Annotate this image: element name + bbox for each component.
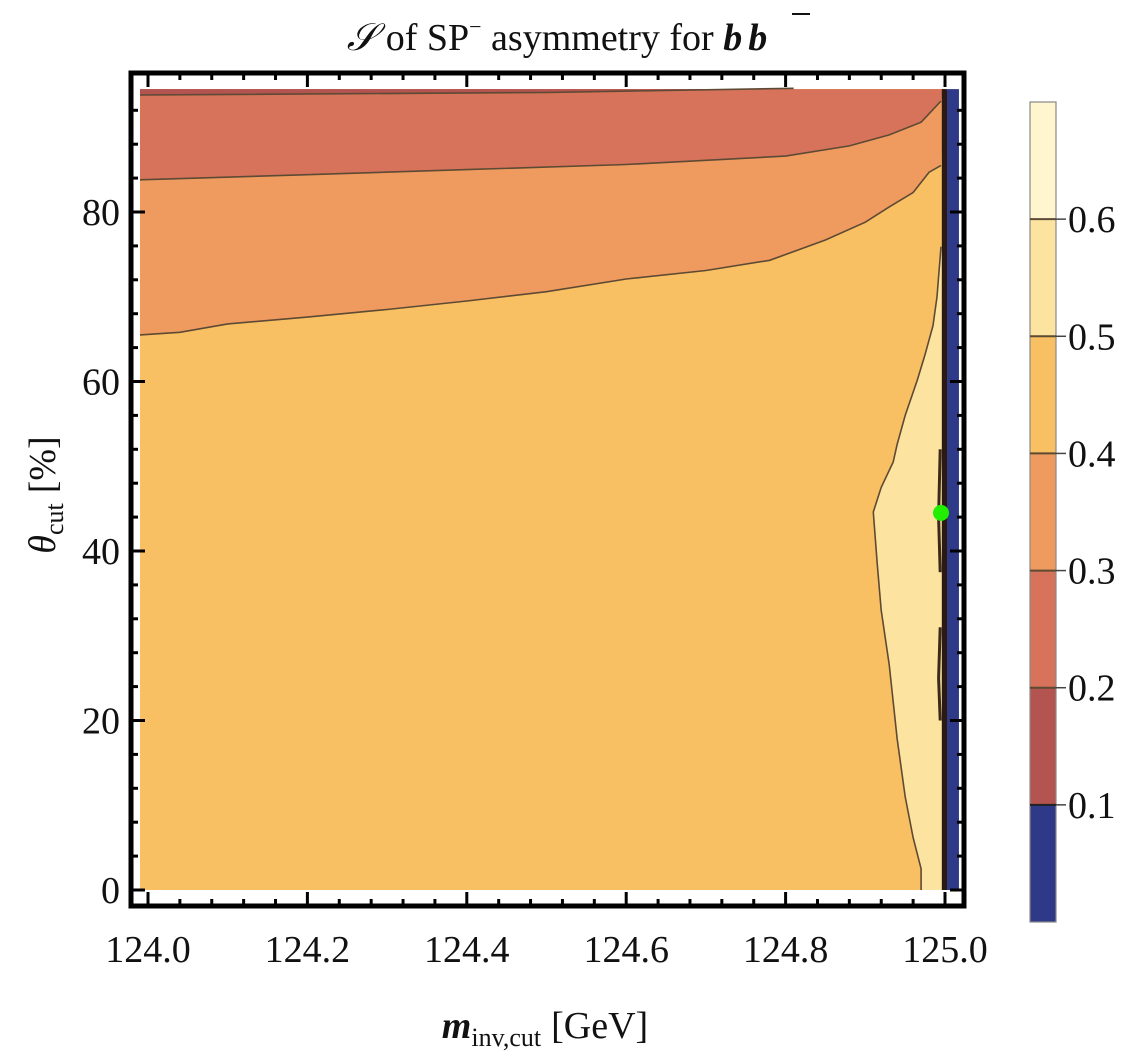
y-tick-label: 40 — [82, 531, 120, 573]
x-tick-label: 125.0 — [902, 929, 988, 971]
colorbar-band — [1030, 102, 1056, 220]
colorbar-band — [1030, 804, 1056, 922]
region-boundary-band — [941, 89, 947, 891]
colorbar-tick-label: 0.2 — [1068, 668, 1116, 710]
x-tick-label: 124.6 — [583, 929, 669, 971]
contour-sliver-lower — [937, 627, 942, 721]
y-tick-label: 20 — [82, 701, 120, 743]
region-below-0.1 — [947, 89, 959, 891]
y-tick-label: 80 — [82, 192, 120, 234]
y-tick-label: 60 — [82, 362, 120, 404]
colorbar-frame — [1029, 101, 1057, 923]
region-0.2-0.3 — [140, 89, 945, 180]
contour-line-contour_0_4 — [139, 100, 942, 181]
x-tick-label: 124.0 — [105, 929, 191, 971]
colorbar-tick-label: 0.3 — [1068, 551, 1116, 593]
colorbar-band — [1030, 570, 1056, 688]
optimum-marker — [933, 504, 950, 521]
colorbar-tick-label: 0.6 — [1068, 199, 1116, 241]
colorbar-band — [1030, 336, 1056, 454]
x-tick-label: 124.8 — [743, 929, 829, 971]
colorbar-tick-label: 0.5 — [1068, 316, 1116, 358]
contour-line-contour_0_5 — [139, 87, 794, 96]
colorbar-tick-label: 0.4 — [1068, 433, 1116, 475]
plot-area: 124.0 124.2 124.4 124.6 124.8 125.0 0 20 40 60 80 — [82, 70, 988, 971]
colorbar-tick-label: 0.1 — [1068, 785, 1116, 827]
y-tick-label: 0 — [101, 870, 120, 912]
colorbar: 0.1 0.2 0.3 0.4 0.5 0.6 — [1029, 101, 1116, 923]
x-tick-label: 124.4 — [424, 929, 510, 971]
contour-line-contour_0_3 — [139, 164, 942, 336]
contour-line-contour_0_6 — [872, 246, 942, 890]
x-tick-label: 124.2 — [265, 929, 351, 971]
colorbar-band — [1030, 453, 1056, 571]
region-0.5-0.6 — [873, 246, 945, 890]
plot-frame — [128, 70, 967, 909]
y-axis-label: θcut[%] — [22, 436, 69, 553]
colorbar-band — [1030, 687, 1056, 805]
colorbar-band — [1030, 219, 1056, 337]
x-axis-label: minv,cut [GeV] — [442, 1005, 648, 1052]
